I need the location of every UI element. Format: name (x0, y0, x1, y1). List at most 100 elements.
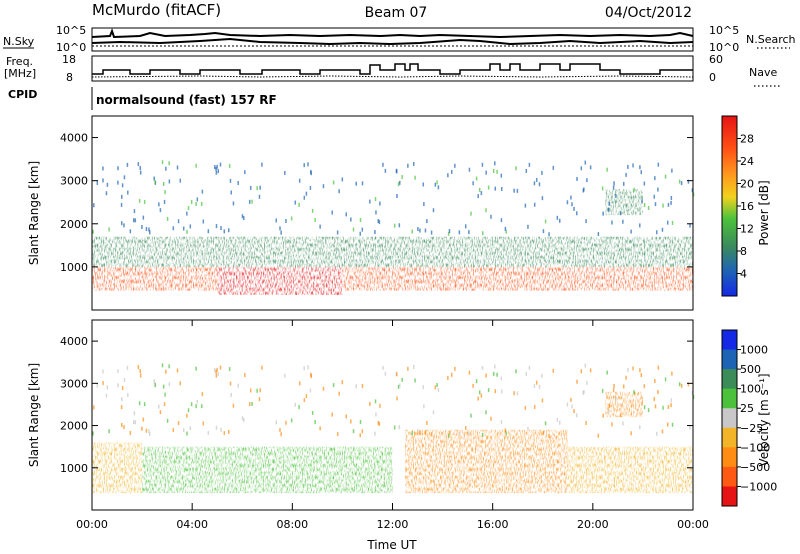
y-tick-label: 3000 (60, 175, 88, 188)
colorbar-tick-label: 20 (740, 178, 754, 191)
echo-point (654, 378, 656, 383)
echo-point (132, 218, 135, 223)
echo-point (538, 182, 541, 187)
echo-point (196, 197, 199, 202)
echo-point (611, 220, 613, 225)
echo-point (374, 197, 377, 202)
echo-point (158, 404, 160, 409)
echo-point (691, 188, 694, 193)
y-tick-label: 1000 (60, 261, 88, 274)
echo-point (558, 420, 561, 425)
echo-point (664, 377, 667, 382)
echo-point (639, 165, 641, 170)
echo-point (332, 180, 335, 185)
echo-point (548, 433, 550, 438)
echo-point (168, 179, 171, 184)
echo-point (576, 379, 578, 384)
echo-point (414, 378, 416, 383)
echo-point (490, 416, 492, 421)
echo-point (680, 383, 683, 388)
echo-point (585, 219, 587, 224)
echo-point (542, 430, 545, 435)
sparse-echo-points (92, 363, 695, 438)
station-title: McMurdo (fitACF) (92, 1, 221, 19)
frequency-trace (92, 63, 693, 75)
echo-point (123, 378, 126, 383)
echo-point (450, 372, 453, 377)
echo-point (468, 230, 470, 235)
echo-point (139, 373, 142, 378)
echo-point (207, 229, 210, 234)
echo-point (601, 388, 604, 393)
echo-point (190, 199, 193, 204)
echo-point (177, 421, 180, 426)
echo-point (137, 365, 140, 370)
echo-point (117, 166, 119, 171)
echo-point (161, 363, 164, 368)
echo-point (485, 208, 487, 213)
echo-point (249, 185, 252, 190)
echo-point (108, 429, 110, 434)
echo-point (687, 382, 690, 387)
echo-point (472, 181, 474, 186)
echo-point (630, 229, 632, 234)
echo-point (338, 189, 340, 194)
echo-point (158, 202, 160, 207)
echo-point (393, 425, 396, 430)
echo-point (352, 227, 355, 232)
echo-point (241, 214, 244, 219)
data-band-1 (142, 446, 393, 494)
echo-point (448, 229, 451, 234)
echo-point (215, 166, 217, 171)
echo-point (251, 401, 253, 406)
noise-right-label: N.Search (746, 33, 796, 46)
echo-point (294, 200, 297, 205)
power-ylabel: Slant Range [km] (27, 161, 41, 265)
echo-point (186, 431, 188, 436)
echo-point (586, 380, 588, 385)
nave-tick-bottom: 0 (709, 71, 716, 84)
echo-point (447, 376, 449, 381)
echo-point (542, 229, 545, 234)
echo-point (322, 184, 325, 189)
echo-point (422, 385, 425, 390)
echo-point (657, 390, 659, 395)
echo-point (148, 227, 150, 232)
echo-point (195, 163, 197, 168)
colorbar-tick-label: 24 (740, 155, 754, 168)
echo-point (666, 220, 669, 225)
echo-point (134, 218, 137, 223)
power-colorbar: 4 8 12 16 20 24 28 Power [dB] (721, 115, 771, 297)
echo-point (384, 371, 387, 376)
date-title: 04/Oct/2012 (605, 5, 692, 21)
echo-point (426, 420, 428, 425)
echo-point (223, 229, 226, 234)
echo-point (162, 384, 165, 389)
echo-point (589, 165, 592, 170)
y-tick-label: 2000 (60, 218, 88, 231)
echo-point (436, 383, 438, 388)
echo-point (417, 428, 419, 433)
echo-point (159, 208, 162, 213)
freq-label-line1: Freq. (6, 55, 33, 68)
echo-point (310, 169, 312, 174)
x-tick-label: 12:00 (377, 518, 409, 531)
echo-point (640, 373, 643, 378)
data-band-3 (567, 446, 693, 494)
echo-point (432, 410, 435, 415)
echo-point (195, 404, 197, 409)
search-noise-trace (91, 37, 694, 46)
echo-point (619, 211, 622, 216)
echo-point (202, 421, 205, 426)
echo-point (190, 402, 193, 407)
echo-point (228, 228, 230, 233)
echo-point (448, 430, 451, 435)
echo-point (657, 162, 660, 167)
echo-point (105, 191, 108, 196)
echo-point (217, 169, 220, 174)
echo-point (361, 181, 364, 186)
echo-point (640, 170, 643, 175)
echo-point (662, 203, 664, 208)
echo-point (132, 420, 135, 425)
